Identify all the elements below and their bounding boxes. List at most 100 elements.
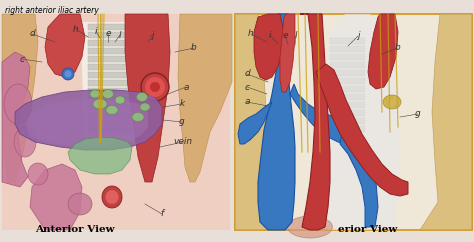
Polygon shape — [330, 94, 365, 100]
Polygon shape — [2, 14, 230, 230]
Text: e: e — [282, 30, 288, 39]
Polygon shape — [2, 14, 38, 182]
Polygon shape — [88, 128, 132, 134]
Ellipse shape — [386, 103, 390, 106]
Ellipse shape — [390, 97, 394, 99]
Polygon shape — [88, 32, 132, 38]
Ellipse shape — [115, 96, 125, 104]
Polygon shape — [330, 86, 365, 92]
Polygon shape — [235, 14, 270, 230]
Ellipse shape — [102, 90, 113, 98]
Polygon shape — [330, 126, 365, 132]
Ellipse shape — [68, 193, 92, 215]
Polygon shape — [88, 104, 132, 110]
Text: erior View: erior View — [338, 225, 398, 234]
Polygon shape — [125, 14, 170, 182]
Ellipse shape — [383, 95, 401, 109]
Text: c: c — [245, 83, 249, 91]
Ellipse shape — [137, 92, 147, 101]
Text: e: e — [105, 30, 111, 38]
Text: j: j — [151, 30, 153, 39]
Ellipse shape — [28, 163, 48, 185]
Ellipse shape — [394, 105, 398, 107]
Polygon shape — [300, 14, 330, 230]
Polygon shape — [420, 14, 472, 230]
Polygon shape — [254, 14, 284, 80]
Polygon shape — [330, 62, 365, 68]
Polygon shape — [330, 46, 365, 52]
Polygon shape — [68, 137, 132, 174]
Text: g: g — [415, 109, 421, 119]
Text: g: g — [179, 118, 185, 127]
Polygon shape — [80, 22, 145, 142]
Text: i: i — [95, 27, 97, 36]
Polygon shape — [88, 120, 132, 126]
Text: b: b — [395, 44, 401, 53]
Polygon shape — [88, 24, 132, 30]
Polygon shape — [25, 99, 148, 146]
Text: a: a — [183, 83, 189, 91]
Ellipse shape — [14, 127, 36, 157]
Polygon shape — [238, 102, 272, 144]
Text: k: k — [179, 99, 185, 108]
Ellipse shape — [93, 99, 107, 109]
Polygon shape — [330, 118, 365, 124]
Ellipse shape — [106, 190, 118, 204]
Polygon shape — [88, 64, 132, 70]
Ellipse shape — [106, 106, 118, 114]
Text: l: l — [119, 30, 121, 39]
Text: Anterior View: Anterior View — [35, 225, 115, 234]
Text: i: i — [269, 30, 271, 39]
Text: vein: vein — [173, 137, 192, 146]
Polygon shape — [280, 14, 295, 92]
Text: d: d — [244, 69, 250, 78]
Ellipse shape — [384, 98, 388, 101]
Text: a: a — [244, 98, 250, 106]
Polygon shape — [325, 14, 400, 230]
Polygon shape — [88, 80, 132, 86]
Polygon shape — [88, 48, 132, 54]
Text: j: j — [357, 31, 359, 40]
Polygon shape — [45, 14, 85, 77]
Ellipse shape — [150, 82, 160, 92]
Polygon shape — [88, 56, 132, 62]
Ellipse shape — [141, 73, 169, 101]
Polygon shape — [330, 54, 365, 60]
Text: h: h — [248, 30, 254, 38]
Text: right anterior iliac artery: right anterior iliac artery — [5, 6, 99, 15]
Ellipse shape — [62, 68, 74, 80]
Text: h: h — [73, 24, 79, 33]
Polygon shape — [235, 14, 472, 230]
Polygon shape — [330, 78, 365, 84]
Ellipse shape — [132, 113, 144, 121]
Polygon shape — [178, 14, 232, 182]
Polygon shape — [88, 72, 132, 78]
Polygon shape — [30, 164, 82, 230]
Text: f: f — [160, 210, 164, 219]
Ellipse shape — [90, 90, 100, 98]
Ellipse shape — [64, 70, 72, 77]
Polygon shape — [15, 90, 162, 150]
Polygon shape — [330, 102, 365, 108]
Polygon shape — [316, 64, 408, 196]
Ellipse shape — [396, 98, 400, 101]
Ellipse shape — [4, 84, 32, 124]
Polygon shape — [330, 38, 365, 44]
Polygon shape — [2, 52, 30, 187]
Text: d: d — [29, 30, 35, 38]
Polygon shape — [88, 112, 132, 118]
Polygon shape — [330, 70, 365, 76]
Polygon shape — [340, 130, 378, 227]
Polygon shape — [88, 88, 132, 94]
Text: b: b — [191, 44, 197, 53]
Ellipse shape — [288, 216, 332, 238]
Polygon shape — [88, 40, 132, 46]
Polygon shape — [258, 14, 295, 230]
Text: c: c — [19, 54, 25, 63]
Polygon shape — [368, 14, 398, 89]
Ellipse shape — [102, 186, 122, 208]
Polygon shape — [88, 96, 132, 102]
Ellipse shape — [145, 77, 165, 97]
Text: l: l — [295, 31, 297, 40]
Polygon shape — [290, 84, 352, 144]
